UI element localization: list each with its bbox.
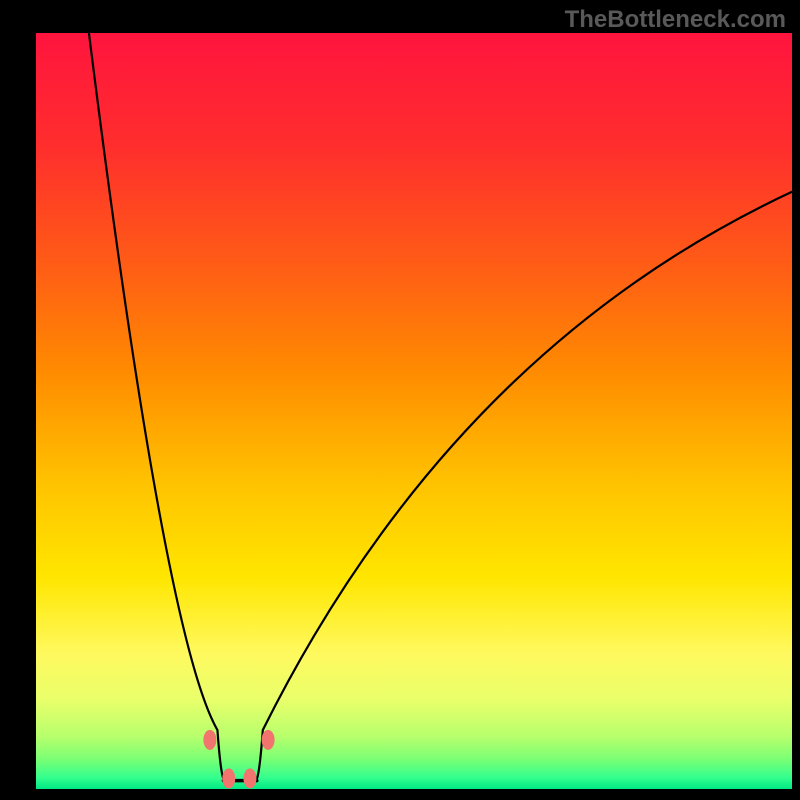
minimum-marker <box>243 768 256 788</box>
minimum-marker <box>262 730 275 750</box>
minimum-marker <box>203 730 216 750</box>
minimum-marker <box>222 768 235 788</box>
chart-stage: TheBottleneck.com <box>0 0 800 800</box>
plot-gradient-bg <box>36 33 792 789</box>
chart-svg <box>0 0 800 800</box>
